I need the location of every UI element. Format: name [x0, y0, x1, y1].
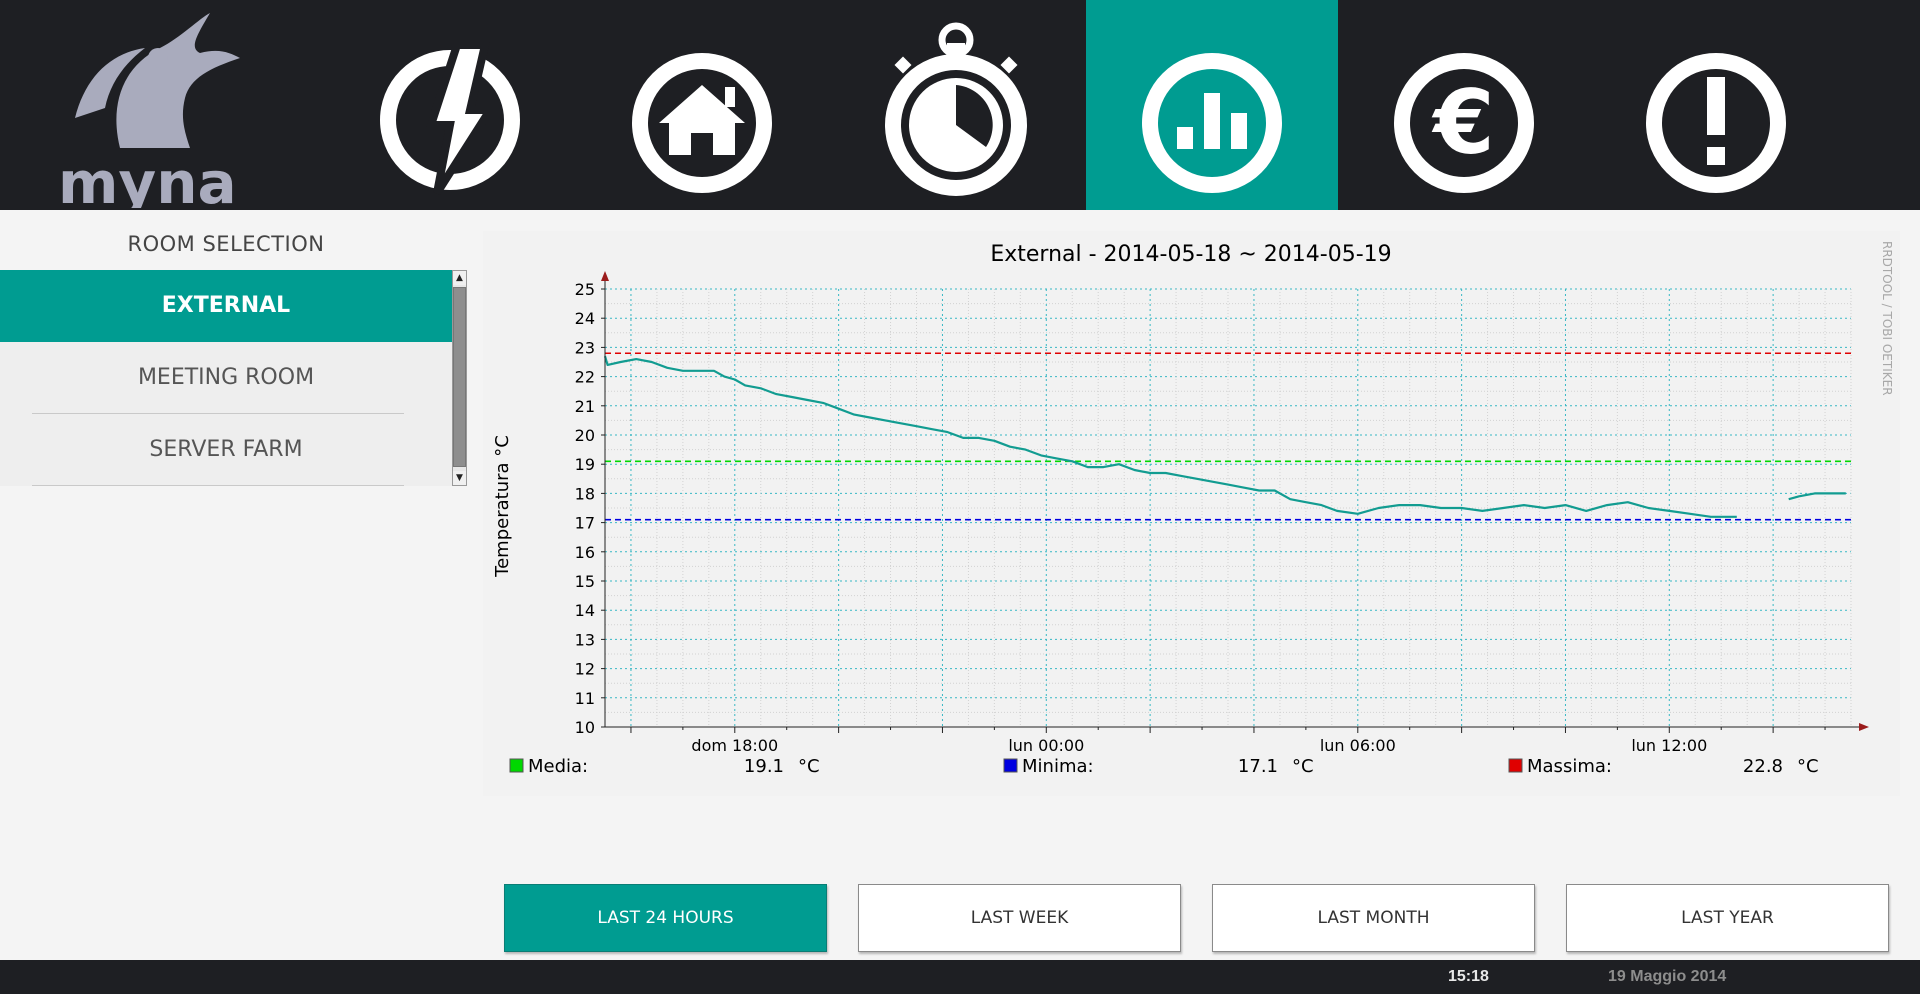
- rrdtool-watermark: RRDTOOL / TOBI OETIKER: [1880, 241, 1894, 396]
- clock-date: 19 Maggio 2014: [1608, 968, 1727, 985]
- y-tick-label: 14: [575, 601, 595, 620]
- y-tick-label: 13: [575, 630, 595, 649]
- y-tick-label: 24: [575, 309, 595, 328]
- y-tick-label: 25: [575, 280, 595, 299]
- room-list: EXTERNAL MEETING ROOM SERVER FARM: [0, 270, 452, 486]
- power-bolt-icon: [380, 41, 520, 196]
- x-tick-label: lun 12:00: [1631, 736, 1707, 755]
- legend-label: Minima:: [1022, 756, 1094, 777]
- top-navigation-bar: myna: [0, 0, 1920, 217]
- x-tick-label: lun 06:00: [1320, 736, 1396, 755]
- room-list-scrollbar[interactable]: ▲ ▼: [452, 270, 467, 486]
- svg-text:€: €: [1431, 71, 1494, 174]
- nav-power[interactable]: [324, 0, 576, 210]
- y-tick-label: 21: [575, 397, 595, 416]
- x-axis-arrow-icon: [1859, 723, 1869, 731]
- alert-icon: [1646, 53, 1786, 193]
- y-tick-label: 19: [575, 455, 595, 474]
- y-tick-label: 15: [575, 572, 595, 591]
- nav-alerts[interactable]: [1590, 0, 1842, 210]
- y-tick-label: 23: [575, 338, 595, 357]
- chart-y-axis-label: Temperatura °C: [492, 435, 513, 578]
- status-footer: 15:18 19 Maggio 2014: [0, 960, 1920, 994]
- room-selection-panel: ROOM SELECTION EXTERNAL MEETING ROOM SER…: [0, 210, 470, 490]
- room-selection-title: ROOM SELECTION: [127, 232, 325, 256]
- home-icon: [632, 53, 772, 193]
- legend-unit: °C: [798, 756, 820, 777]
- y-tick-label: 12: [575, 660, 595, 679]
- room-item-meeting-room[interactable]: MEETING ROOM: [0, 342, 452, 414]
- euro-icon: €: [1394, 53, 1534, 193]
- last-year-button[interactable]: LAST YEAR: [1566, 884, 1889, 952]
- y-tick-label: 10: [575, 718, 595, 737]
- legend-swatch-1: [1003, 758, 1018, 773]
- last-24-hours-button[interactable]: LAST 24 HOURS: [504, 884, 827, 952]
- nav-home[interactable]: [576, 0, 828, 210]
- y-tick-label: 20: [575, 426, 595, 445]
- y-axis-arrow-icon: [601, 271, 609, 281]
- last-week-button[interactable]: LAST WEEK: [858, 884, 1181, 952]
- legend-swatch-2: [1508, 758, 1523, 773]
- y-tick-label: 18: [575, 484, 595, 503]
- nav-costs[interactable]: €: [1338, 0, 1590, 210]
- nav-timer[interactable]: [830, 0, 1082, 210]
- room-item-external[interactable]: EXTERNAL: [0, 270, 452, 342]
- temperature-chart-panel: 10 11 12 13 14 15 16 17 18 19 20 21 22 23 24 25 dom 18:0…: [483, 231, 1900, 796]
- svg-text:myna: myna: [58, 149, 237, 208]
- clock-time: 15:18: [1448, 968, 1489, 985]
- scroll-up-arrow-icon[interactable]: ▲: [453, 271, 466, 285]
- nav-statistics[interactable]: [1086, 0, 1338, 210]
- legend-label: Massima:: [1527, 756, 1612, 777]
- x-tick-label: lun 00:00: [1008, 736, 1084, 755]
- scrollbar-thumb[interactable]: [453, 287, 466, 467]
- stopwatch-icon: [885, 22, 1027, 196]
- temperature-chart: 10 11 12 13 14 15 16 17 18 19 20 21 22 23 24 25 dom 18:0…: [492, 241, 1894, 777]
- chart-title: External - 2014-05-18 ~ 2014-05-19: [990, 242, 1391, 267]
- legend-value: 22.8: [1743, 756, 1783, 777]
- legend-value: 19.1: [744, 756, 784, 777]
- y-tick-label: 22: [575, 368, 595, 387]
- scroll-down-arrow-icon[interactable]: ▼: [453, 471, 466, 485]
- y-tick-label: 11: [575, 689, 595, 708]
- legend-swatch-0: [509, 758, 524, 773]
- legend-unit: °C: [1797, 756, 1819, 777]
- series-line-segment: [1788, 492, 1846, 501]
- x-tick-label: dom 18:00: [691, 736, 778, 755]
- y-tick-label: 16: [575, 543, 595, 562]
- last-month-button[interactable]: LAST MONTH: [1212, 884, 1535, 952]
- series-line-segment: [603, 355, 1737, 518]
- y-tick-label: 17: [575, 514, 595, 533]
- legend-label: Media:: [528, 756, 588, 777]
- bar-chart-icon: [1142, 53, 1282, 193]
- myna-logo[interactable]: myna: [50, 8, 250, 217]
- legend-value: 17.1: [1238, 756, 1278, 777]
- room-item-server-farm[interactable]: SERVER FARM: [0, 414, 452, 486]
- bird-logo-icon: myna: [58, 13, 240, 217]
- legend-unit: °C: [1292, 756, 1314, 777]
